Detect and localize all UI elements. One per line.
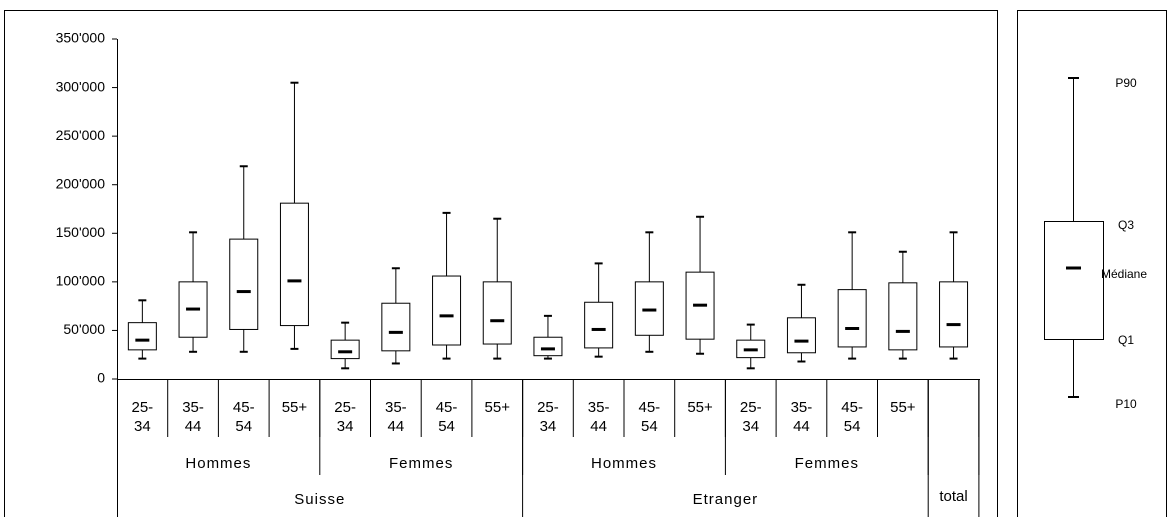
legend-label: P10 xyxy=(1115,397,1137,411)
x-tick-label: 55+ xyxy=(282,399,308,416)
x-tick-label: 44 xyxy=(185,418,202,435)
x-tick-label: 45- xyxy=(639,399,661,416)
x-tick-label: 34 xyxy=(134,418,151,435)
x-tick-label: 54 xyxy=(235,418,252,435)
x-tick-label: 25- xyxy=(132,399,154,416)
x-tick-label: 44 xyxy=(388,418,405,435)
box xyxy=(330,339,360,360)
x-tick-label: 54 xyxy=(641,418,658,435)
y-tick-label: 200'000 xyxy=(56,175,106,191)
x-tick-label: 34 xyxy=(540,418,557,435)
y-tick-label: 250'000 xyxy=(56,127,106,143)
x-tick-label: 35- xyxy=(385,399,407,416)
x-tick-label: 25- xyxy=(334,399,356,416)
y-tick-label: 50'000 xyxy=(63,321,105,337)
x-tick-label: 55+ xyxy=(890,399,916,416)
x-tick-label: 35- xyxy=(182,399,204,416)
x-tick-label: 34 xyxy=(337,418,354,435)
y-tick-label: 350'000 xyxy=(56,30,106,46)
x-tick-label: 35- xyxy=(791,399,813,416)
box xyxy=(279,202,309,327)
box xyxy=(229,238,259,330)
x-tick-label: 55+ xyxy=(687,399,713,416)
y-tick-label: 0 xyxy=(97,370,105,386)
group-label: Femmes xyxy=(389,455,453,472)
x-tick-label: 35- xyxy=(588,399,610,416)
group-label: Femmes xyxy=(795,455,859,472)
legend-label: Q1 xyxy=(1118,333,1134,347)
legend-label: P90 xyxy=(1115,76,1137,90)
x-tick-label: 25- xyxy=(537,399,559,416)
chart-border xyxy=(4,10,998,517)
legend-sample xyxy=(1044,77,1104,398)
x-tick-label: 45- xyxy=(841,399,863,416)
group-label: Suisse xyxy=(294,491,345,508)
legend-label: Médiane xyxy=(1101,267,1147,281)
y-tick-label: 150'000 xyxy=(56,224,106,240)
legend-label: Q3 xyxy=(1118,218,1134,232)
group-label: total xyxy=(939,488,967,505)
x-tick-label: 45- xyxy=(436,399,458,416)
x-tick-label: 34 xyxy=(742,418,759,435)
y-tick-label: 100'000 xyxy=(56,273,106,289)
box xyxy=(584,301,614,349)
group-label: Hommes xyxy=(591,455,657,472)
group-label: Etranger xyxy=(693,491,759,508)
box xyxy=(533,336,563,357)
box xyxy=(939,281,969,348)
box xyxy=(127,322,157,351)
x-tick-label: 44 xyxy=(793,418,810,435)
x-tick-label: 54 xyxy=(438,418,455,435)
box xyxy=(432,275,462,346)
y-tick-label: 300'000 xyxy=(56,78,106,94)
box xyxy=(482,281,512,345)
x-tick-label: 45- xyxy=(233,399,255,416)
x-tick-label: 25- xyxy=(740,399,762,416)
group-label: Hommes xyxy=(185,455,251,472)
box xyxy=(786,317,816,354)
box xyxy=(381,302,411,352)
x-tick-label: 44 xyxy=(590,418,607,435)
x-tick-label: 54 xyxy=(844,418,861,435)
box xyxy=(837,289,867,348)
x-tick-label: 55+ xyxy=(485,399,511,416)
box xyxy=(888,282,918,351)
